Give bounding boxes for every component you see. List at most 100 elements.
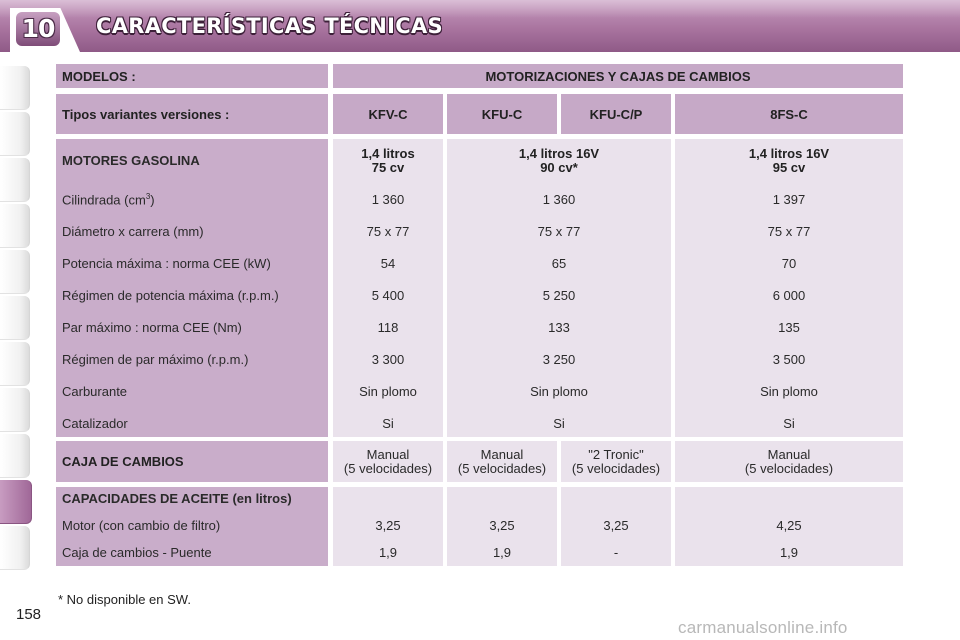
oil-value: 4,25: [776, 518, 802, 533]
spec-value: Sin plomo: [359, 384, 417, 399]
header-gloss: [0, 0, 960, 18]
label-superscript: 3: [145, 192, 151, 201]
petrol-col-3: [675, 139, 903, 437]
engine-heading-1: 1,4 litros 75 cv: [333, 147, 443, 175]
gearbox-cell: Manual (5 velocidades): [675, 441, 903, 482]
spec-value: 135: [778, 320, 800, 335]
gearbox-type: Manual: [767, 446, 811, 462]
gearbox-speeds: (5 velocidades): [571, 460, 661, 476]
spec-value: 75 x 77: [366, 224, 410, 239]
spec-value: 3 500: [772, 352, 806, 367]
watermark: carmanualsonline.info: [678, 618, 848, 637]
spec-value: 5 400: [371, 288, 405, 303]
spec-value: 75 x 77: [767, 224, 811, 239]
models-header: MODELOS :: [56, 64, 328, 88]
spec-value: Sin plomo: [760, 384, 818, 399]
oil-value: 3,25: [603, 518, 629, 533]
spec-value: 65: [551, 256, 567, 271]
gearbox-type: "2 Tronic": [588, 446, 644, 462]
engine-heading-3: 1,4 litros 16V 95 cv: [675, 147, 903, 175]
side-tab-5[interactable]: [0, 250, 30, 294]
footnote: * No disponible en SW.: [58, 592, 191, 607]
variant-code: 8FS-C: [675, 94, 903, 134]
spec-row-label: Par máximo : norma CEE (Nm): [62, 320, 242, 335]
spec-value: 3 300: [371, 352, 405, 367]
petrol-col-2: [447, 139, 671, 437]
side-tab-10-active[interactable]: [0, 480, 32, 524]
label-text-end: ): [150, 192, 155, 208]
side-tab-8[interactable]: [0, 388, 30, 432]
gearbox-type: Manual: [366, 446, 410, 462]
engine-power: 90 cv*: [540, 160, 578, 175]
variant-code: KFU-C/P: [561, 94, 671, 134]
engine-name: 1,4 litros 16V: [748, 146, 830, 161]
chapter-header-band: [0, 0, 960, 52]
gearbox-speeds: (5 velocidades): [457, 460, 547, 476]
spec-value: 54: [380, 256, 396, 271]
engine-name: 1,4 litros 16V: [518, 146, 600, 161]
label-text: Cilindrada (cm: [62, 192, 146, 208]
spec-value: 1 360: [371, 192, 405, 207]
engine-power: 95 cv: [772, 160, 806, 175]
oil-row-label: Caja de cambios - Puente: [62, 545, 212, 560]
chapter-number-badge: 10: [16, 12, 60, 46]
side-tab-11[interactable]: [0, 526, 30, 570]
side-tab-6[interactable]: [0, 296, 30, 340]
oil-value: 3,25: [489, 518, 515, 533]
variants-label: Tipos variantes versiones :: [56, 94, 328, 134]
spec-row-label: Diámetro x carrera (mm): [62, 224, 204, 239]
gearbox-label: CAJA DE CAMBIOS: [56, 441, 328, 482]
oil-value: -: [613, 545, 619, 560]
oil-col-4: [675, 487, 903, 566]
page-number: 158: [16, 606, 42, 623]
gearbox-cell: Manual (5 velocidades): [333, 441, 443, 482]
spec-value: 1 397: [772, 192, 806, 207]
side-tab-9[interactable]: [0, 434, 30, 478]
spec-row-label-displacement: Cilindrada (cm3): [62, 192, 155, 207]
spec-value: 6 000: [772, 288, 806, 303]
engine-name: 1,4 litros: [361, 146, 415, 161]
side-tab-7[interactable]: [0, 342, 30, 386]
oil-value: 1,9: [779, 545, 799, 560]
page-title: CARACTERÍSTICAS TÉCNICAS: [96, 14, 443, 38]
variant-code: KFV-C: [333, 94, 443, 134]
engine-heading-2: 1,4 litros 16V 90 cv*: [447, 147, 671, 175]
oil-capacities-label: CAPACIDADES DE ACEITE (en litros): [62, 491, 292, 506]
petrol-labels-panel: [56, 139, 328, 437]
oil-labels-panel: [56, 487, 328, 566]
spec-value: Si: [553, 416, 565, 431]
side-tab-3[interactable]: [0, 158, 30, 202]
engine-power: 75 cv: [371, 160, 405, 175]
oil-value: 1,9: [492, 545, 512, 560]
variant-code: KFU-C: [447, 94, 557, 134]
gearbox-cell: "2 Tronic" (5 velocidades): [561, 441, 671, 482]
spec-value: Si: [382, 416, 394, 431]
chapter-side-tabs: [0, 66, 36, 576]
spec-row-label: Régimen de potencia máxima (r.p.m.): [62, 288, 279, 303]
oil-col-2: [447, 487, 557, 566]
side-tab-2[interactable]: [0, 112, 30, 156]
gearbox-cell: Manual (5 velocidades): [447, 441, 557, 482]
petrol-engines-label: MOTORES GASOLINA: [62, 153, 200, 168]
oil-col-1: [333, 487, 443, 566]
spec-value: 5 250: [542, 288, 576, 303]
gearbox-speeds: (5 velocidades): [744, 460, 834, 476]
spec-row-label: Potencia máxima : norma CEE (kW): [62, 256, 271, 271]
side-tab-4[interactable]: [0, 204, 30, 248]
petrol-col-1: [333, 139, 443, 437]
spec-value: Si: [783, 416, 795, 431]
spec-value: 118: [377, 320, 399, 335]
side-tab-1[interactable]: [0, 66, 30, 110]
engines-gearbox-header: MOTORIZACIONES Y CAJAS DE CAMBIOS: [333, 64, 903, 88]
spec-value: 133: [548, 320, 570, 335]
gearbox-type: Manual: [480, 446, 524, 462]
spec-value: 3 250: [542, 352, 576, 367]
oil-value: 3,25: [375, 518, 401, 533]
spec-value: 75 x 77: [537, 224, 581, 239]
spec-row-label: Régimen de par máximo (r.p.m.): [62, 352, 249, 367]
oil-value: 1,9: [378, 545, 398, 560]
spec-value: 1 360: [542, 192, 576, 207]
spec-value: 70: [781, 256, 797, 271]
oil-col-3: [561, 487, 671, 566]
spec-row-label: Carburante: [62, 384, 128, 399]
